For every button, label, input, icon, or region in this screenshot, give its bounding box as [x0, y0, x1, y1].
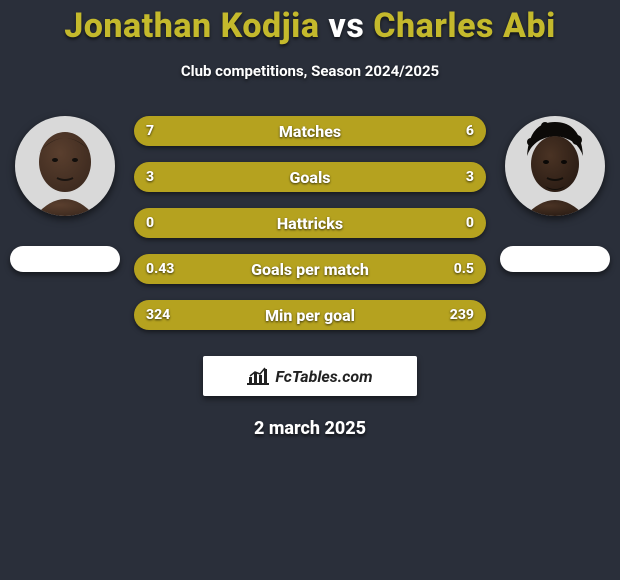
stat-row: Goals per match0.430.5: [134, 254, 486, 284]
stat-row: Goals33: [134, 162, 486, 192]
left-team-pill: [10, 246, 120, 272]
stat-row: Min per goal324239: [134, 300, 486, 330]
comparison-infographic: Jonathan Kodjia vs Charles Abi Club comp…: [0, 0, 620, 580]
avatar-svg: [15, 116, 115, 216]
left-player-column: [10, 116, 120, 272]
stat-bar-left: [134, 254, 297, 284]
stat-bar-right: [310, 208, 486, 238]
stat-bar-right: [337, 300, 486, 330]
right-team-pill: [500, 246, 610, 272]
stat-bar-right: [324, 116, 486, 146]
title-player1: Jonathan Kodjia: [64, 6, 319, 46]
source-logo-text: FcTables.com: [275, 367, 372, 386]
stat-bar-left: [134, 116, 324, 146]
stat-bar-left: [134, 208, 310, 238]
date-label: 2 march 2025: [0, 418, 620, 439]
stat-bar-right: [310, 162, 486, 192]
source-logo: FcTables.com: [203, 356, 417, 396]
title-player2: Charles Abi: [373, 6, 556, 46]
title-vs: vs: [319, 6, 373, 46]
avatar-svg: [505, 116, 605, 216]
stat-bars: Matches76 Goals33 Hattricks00 Goals per mat…: [134, 116, 486, 330]
stat-bar-left: [134, 300, 337, 330]
page-title: Jonathan Kodjia vs Charles Abi: [0, 6, 620, 46]
right-player-column: [500, 116, 610, 272]
left-player-avatar: [15, 116, 115, 216]
stat-bar-right: [297, 254, 486, 284]
stat-row: Matches76: [134, 116, 486, 146]
stat-row: Hattricks00: [134, 208, 486, 238]
right-player-avatar: [505, 116, 605, 216]
comparison-row: Matches76 Goals33 Hattricks00 Goals per mat…: [0, 116, 620, 330]
stat-bar-left: [134, 162, 310, 192]
bar-chart-icon: [247, 367, 269, 385]
subtitle: Club competitions, Season 2024/2025: [0, 62, 620, 80]
